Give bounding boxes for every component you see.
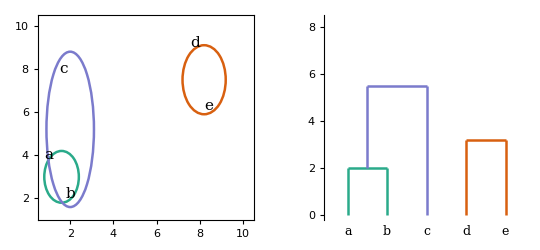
Text: e: e (204, 99, 213, 113)
Text: a: a (44, 148, 53, 162)
Text: b: b (65, 187, 75, 201)
Text: d: d (191, 36, 200, 50)
Text: c: c (59, 62, 68, 76)
